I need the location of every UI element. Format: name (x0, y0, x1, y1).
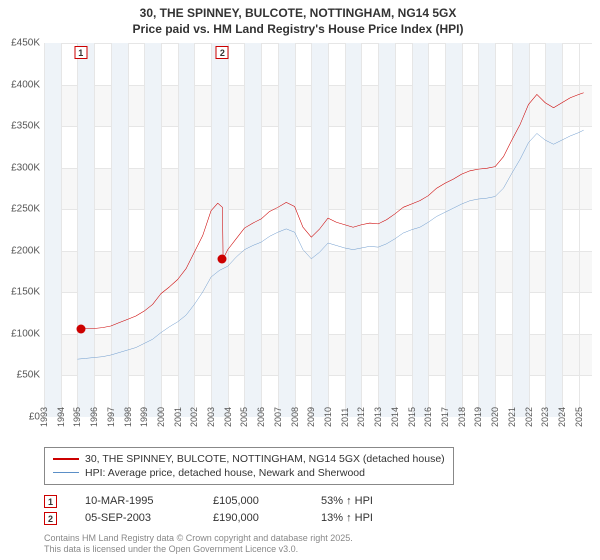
txn-index-box: 2 (44, 512, 57, 525)
title-line1: 30, THE SPINNEY, BULCOTE, NOTTINGHAM, NG… (4, 6, 592, 22)
x-tick-label: 2010 (323, 407, 333, 427)
x-tick-label: 1995 (72, 407, 82, 427)
y-tick-label: £350K (11, 121, 40, 132)
y-tick-label: £250K (11, 204, 40, 215)
y-axis-labels: £0£50K£100K£150K£200K£250K£300K£350K£400… (4, 43, 42, 416)
x-tick-label: 2006 (256, 407, 266, 427)
txn-row: 1 10-MAR-1995 £105,000 53% ↑ HPI (44, 493, 592, 510)
x-tick-label: 1997 (106, 407, 116, 427)
x-tick-label: 2011 (340, 407, 350, 426)
transaction-marker: 1 (74, 46, 87, 59)
x-tick-label: 2004 (223, 407, 233, 427)
transaction-dot (76, 325, 85, 334)
x-tick-label: 1998 (123, 407, 133, 427)
y-tick-label: £100K (11, 328, 40, 339)
txn-price: £190,000 (213, 512, 293, 524)
x-tick-label: 2018 (457, 407, 467, 427)
x-tick-label: 1993 (39, 407, 49, 427)
title-line2: Price paid vs. HM Land Registry's House … (4, 22, 592, 38)
series-property (81, 93, 584, 330)
x-tick-label: 1996 (89, 407, 99, 427)
x-tick-label: 2020 (490, 407, 500, 427)
x-tick-label: 2003 (206, 407, 216, 427)
footer-attribution: Contains HM Land Registry data © Crown c… (44, 533, 592, 556)
x-tick-label: 2009 (306, 407, 316, 427)
x-tick-label: 1999 (139, 407, 149, 427)
series-hpi (77, 130, 583, 359)
x-tick-label: 2012 (356, 407, 366, 427)
x-tick-label: 1994 (56, 407, 66, 427)
legend-row: 30, THE SPINNEY, BULCOTE, NOTTINGHAM, NG… (53, 452, 445, 466)
txn-delta: 53% ↑ HPI (321, 495, 421, 507)
txn-price: £105,000 (213, 495, 293, 507)
x-tick-label: 2022 (524, 407, 534, 427)
plot-region: 12 (44, 43, 592, 416)
x-tick-label: 2024 (557, 407, 567, 427)
legend-label: HPI: Average price, detached house, Newa… (85, 467, 365, 479)
y-tick-label: £300K (11, 162, 40, 173)
y-tick-label: £50K (17, 370, 40, 381)
x-tick-label: 2008 (290, 407, 300, 427)
txn-delta: 13% ↑ HPI (321, 512, 421, 524)
x-axis-labels: 1993199419951996199719981999200020012002… (44, 417, 592, 439)
y-tick-label: £450K (11, 38, 40, 49)
txn-row: 2 05-SEP-2003 £190,000 13% ↑ HPI (44, 510, 592, 527)
x-tick-label: 2019 (473, 407, 483, 427)
transaction-table: 1 10-MAR-1995 £105,000 53% ↑ HPI 2 05-SEP-200… (44, 493, 592, 527)
footer-line1: Contains HM Land Registry data © Crown c… (44, 533, 592, 545)
legend-row: HPI: Average price, detached house, Newa… (53, 466, 445, 480)
x-tick-label: 2015 (407, 407, 417, 427)
legend: 30, THE SPINNEY, BULCOTE, NOTTINGHAM, NG… (44, 447, 454, 485)
x-tick-label: 2001 (173, 407, 183, 427)
txn-index-box: 1 (44, 495, 57, 508)
x-tick-label: 2014 (390, 407, 400, 427)
legend-swatch (53, 458, 79, 460)
legend-swatch (53, 472, 79, 473)
chart-title: 30, THE SPINNEY, BULCOTE, NOTTINGHAM, NG… (4, 4, 592, 43)
x-tick-label: 2021 (507, 407, 517, 427)
footer-line2: This data is licensed under the Open Gov… (44, 544, 592, 556)
txn-date: 10-MAR-1995 (85, 495, 185, 507)
line-svg (44, 43, 592, 416)
y-tick-label: £200K (11, 245, 40, 256)
legend-label: 30, THE SPINNEY, BULCOTE, NOTTINGHAM, NG… (85, 453, 445, 465)
x-tick-label: 2013 (373, 407, 383, 427)
x-tick-label: 2007 (273, 407, 283, 427)
transaction-marker: 2 (216, 46, 229, 59)
y-tick-label: £400K (11, 79, 40, 90)
x-tick-label: 2016 (423, 407, 433, 427)
transaction-dot (218, 254, 227, 263)
x-tick-label: 2005 (239, 407, 249, 427)
x-tick-label: 2000 (156, 407, 166, 427)
txn-date: 05-SEP-2003 (85, 512, 185, 524)
y-tick-label: £150K (11, 287, 40, 298)
x-tick-label: 2017 (440, 407, 450, 427)
x-tick-label: 2025 (574, 407, 584, 427)
x-tick-label: 2002 (189, 407, 199, 427)
x-tick-label: 2023 (540, 407, 550, 427)
chart-area: £0£50K£100K£150K£200K£250K£300K£350K£400… (44, 43, 592, 438)
